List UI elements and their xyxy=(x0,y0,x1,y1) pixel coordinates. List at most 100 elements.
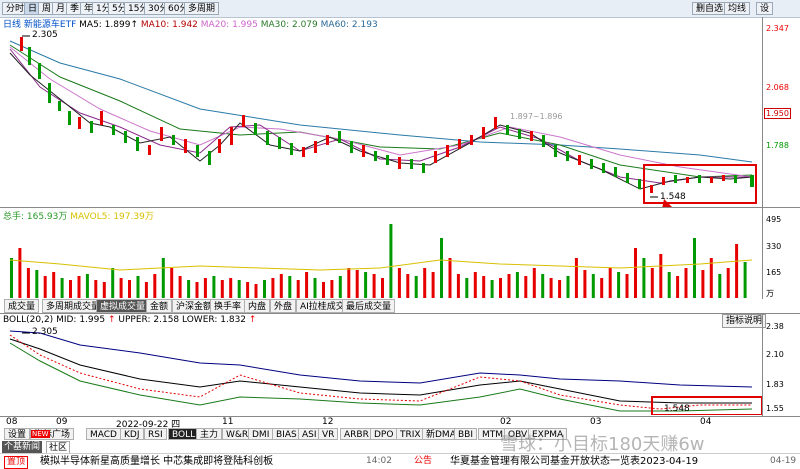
bottom-indicator-tab[interactable]: BBI xyxy=(454,428,478,440)
time-label: 08 xyxy=(6,417,18,427)
period-tab[interactable]: 月 xyxy=(52,2,70,15)
indicator-help-button[interactable]: 指标说明 xyxy=(722,314,767,328)
volume-indicator-tab[interactable]: 换手率 xyxy=(210,299,246,313)
volume-bar xyxy=(195,282,199,298)
boll-chart xyxy=(9,330,762,415)
volume-bar xyxy=(18,248,22,298)
toolbar-action-button[interactable]: 设 xyxy=(756,2,774,15)
bottom-indicator-tab[interactable]: BIAS xyxy=(272,428,301,440)
bottom-indicator-tab[interactable]: DPO xyxy=(370,428,398,440)
ma30-value: MA30: 2.079 xyxy=(260,20,318,30)
volume-bar xyxy=(718,274,722,298)
vol-axis-label: 330 xyxy=(766,242,782,251)
toolbar-action-button[interactable]: 均线 xyxy=(724,2,751,15)
time-label: 02 xyxy=(500,417,512,427)
period-tab[interactable]: 日 xyxy=(24,2,42,15)
volume-indicator-tab[interactable]: 虚拟成交量 xyxy=(96,299,150,313)
volume-indicator-tab[interactable]: 成交量 xyxy=(4,299,40,313)
volume-bar xyxy=(279,274,283,298)
time-label: 03 xyxy=(590,417,602,427)
bottom-indicator-tab[interactable]: MTM xyxy=(478,428,508,440)
bottom-indicator-tab[interactable]: DMI xyxy=(248,428,274,440)
volume-indicator-tab[interactable]: 外盘 xyxy=(270,299,297,313)
bottom-indicator-tab[interactable]: EXPMA xyxy=(528,428,568,440)
news-right-text[interactable]: 华夏基金管理有限公司基金开放状态一览表2023-04-19 xyxy=(450,456,699,467)
volume-indicator-tab[interactable]: 内盘 xyxy=(244,299,271,313)
volume-bar xyxy=(322,282,325,298)
mavol-line xyxy=(9,259,753,271)
volume-bar xyxy=(591,274,595,298)
boll-high-label: 2.305 xyxy=(32,327,58,337)
toolbar-action-button[interactable]: 删自选 xyxy=(692,2,728,15)
volume-bar xyxy=(600,278,604,298)
main-right-axis xyxy=(762,17,800,207)
side-tab-news[interactable]: 个基新闻 xyxy=(2,441,43,453)
volume-bar xyxy=(203,278,207,298)
period-tab[interactable]: 多周期 xyxy=(184,2,220,15)
ma5-value: MA5: 1.899↑ xyxy=(79,20,138,30)
bottom-indicator-tab[interactable]: 主力 xyxy=(196,428,223,440)
news-announcement-tag: 公告 xyxy=(414,456,433,466)
volume-bar xyxy=(187,280,191,298)
volume-bar xyxy=(482,276,486,298)
bottom-indicator-tab[interactable]: ASI xyxy=(298,428,321,440)
volume-bar xyxy=(178,276,182,298)
time-axis xyxy=(0,416,800,429)
volume-indicator-tab[interactable]: 最后成交量 xyxy=(342,299,396,313)
volume-bar xyxy=(709,258,713,298)
bottom-indicator-tab[interactable]: RSI xyxy=(144,428,167,440)
volume-bar xyxy=(423,268,427,298)
news-left-text[interactable]: 模拟半导体新星高质量增长 中芯集成即将登陆科创板 xyxy=(40,456,274,467)
vol-right-axis xyxy=(762,207,800,299)
ma60-line xyxy=(9,40,753,163)
time-label: 11 xyxy=(222,417,234,427)
bottom-indicator-tab[interactable]: TRIX xyxy=(396,428,425,440)
bottom-indicator-tab[interactable]: 设置 xyxy=(4,428,31,440)
boll-lower: LOWER: 1.832 xyxy=(182,315,247,325)
volume-bar xyxy=(642,258,646,298)
volume-bar xyxy=(743,262,747,298)
new-badge: NEW xyxy=(31,430,50,438)
news-pin-tag: 置顶 xyxy=(4,456,29,469)
volume-bar xyxy=(372,274,376,298)
volume-bar xyxy=(43,276,47,298)
volume-indicator-tab[interactable]: 多周期成交量 xyxy=(42,299,105,313)
volume-bar xyxy=(94,280,98,298)
bottom-indicator-tab[interactable]: KDJ xyxy=(120,428,144,440)
volume-bar xyxy=(330,280,334,298)
candlestick-chart xyxy=(9,35,757,207)
volume-bar xyxy=(574,258,578,298)
volume-bar xyxy=(532,268,536,298)
volume-bar xyxy=(220,280,224,298)
time-label: 12 xyxy=(322,417,334,427)
volume-bar xyxy=(128,280,131,298)
volume-bar xyxy=(381,278,384,298)
main-axis-label: 2.347 xyxy=(766,24,789,33)
ma20-value: MA20: 1.995 xyxy=(200,20,258,30)
volume-bar xyxy=(347,268,351,298)
boll-axis-label: 1.83 xyxy=(766,380,784,389)
high-price-label: 2.305 xyxy=(32,30,58,40)
vol-axis-label: 万 xyxy=(766,289,774,298)
volume-bar xyxy=(448,258,452,298)
volume-bar xyxy=(617,272,621,298)
volume-bar xyxy=(499,278,502,298)
boll-axis-label: 1.55 xyxy=(766,404,784,413)
volume-bar xyxy=(119,278,123,298)
highlight-box-boll xyxy=(651,396,762,415)
bottom-indicator-tab[interactable]: ARBR xyxy=(340,428,373,440)
bottom-indicator-tab[interactable]: VR xyxy=(318,428,339,440)
volume-bar xyxy=(440,238,443,298)
bottom-indicator-tab[interactable]: MACD xyxy=(86,428,121,440)
bottom-indicator-tab[interactable]: BOLL xyxy=(168,428,200,440)
volume-bar xyxy=(431,272,435,298)
volume-bar xyxy=(60,278,64,298)
boll-mid: MID: 1.995 xyxy=(56,315,106,325)
volume-bar xyxy=(35,270,39,298)
volume-bar xyxy=(85,274,89,298)
boll-low-label: 1.548 xyxy=(664,404,690,414)
volume-bar xyxy=(726,268,730,298)
volume-bar xyxy=(701,270,705,298)
ma10-value: MA10: 1.942 xyxy=(140,20,198,30)
volume-indicator-tab[interactable]: 金额 xyxy=(146,299,173,313)
